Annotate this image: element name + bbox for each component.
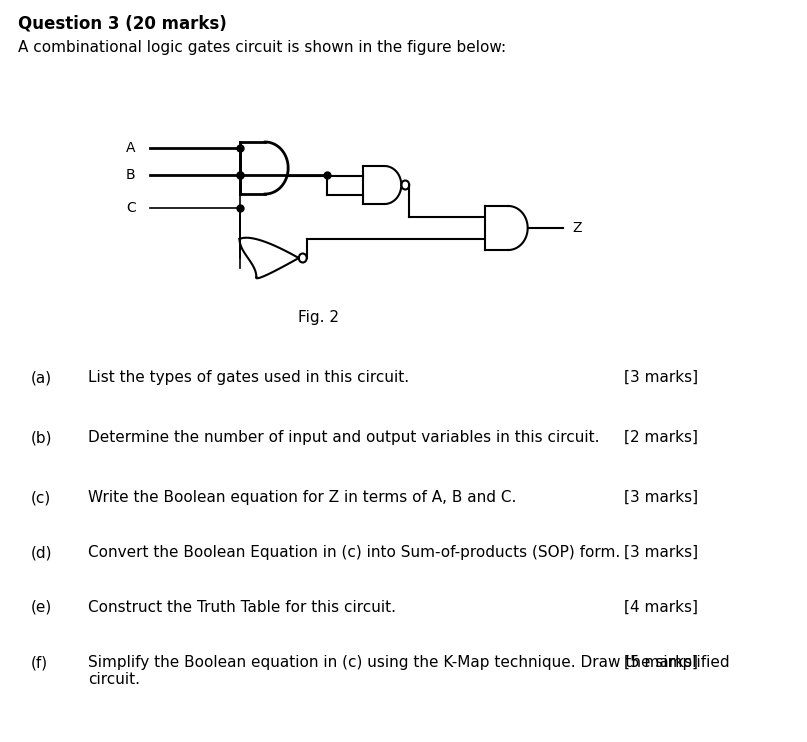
Text: List the types of gates used in this circuit.: List the types of gates used in this cir… xyxy=(89,370,409,385)
Text: Fig. 2: Fig. 2 xyxy=(298,310,339,325)
Text: Question 3 (20 marks): Question 3 (20 marks) xyxy=(18,14,227,32)
Text: B: B xyxy=(126,168,136,182)
Text: C: C xyxy=(126,201,136,215)
Text: Convert the Boolean Equation in (c) into Sum-of-products (SOP) form.: Convert the Boolean Equation in (c) into… xyxy=(89,545,621,560)
Text: Construct the Truth Table for this circuit.: Construct the Truth Table for this circu… xyxy=(89,600,396,615)
Text: [2 marks]: [2 marks] xyxy=(625,430,698,445)
Text: [5 marks]: [5 marks] xyxy=(625,655,698,670)
Text: A: A xyxy=(126,141,136,155)
Text: (d): (d) xyxy=(31,545,52,560)
Text: (a): (a) xyxy=(31,370,52,385)
Text: (e): (e) xyxy=(31,600,52,615)
Text: Z: Z xyxy=(572,221,581,235)
Text: Determine the number of input and output variables in this circuit.: Determine the number of input and output… xyxy=(89,430,600,445)
Text: Simplify the Boolean equation in (c) using the K-Map technique. Draw the simplif: Simplify the Boolean equation in (c) usi… xyxy=(89,655,730,687)
Text: (c): (c) xyxy=(31,490,51,505)
Text: (f): (f) xyxy=(31,655,48,670)
Text: Write the Boolean equation for Z in terms of A, B and C.: Write the Boolean equation for Z in term… xyxy=(89,490,516,505)
Text: [3 marks]: [3 marks] xyxy=(624,545,698,560)
Text: [3 marks]: [3 marks] xyxy=(624,370,698,385)
Text: A combinational logic gates circuit is shown in the figure below:: A combinational logic gates circuit is s… xyxy=(18,40,506,55)
Text: [3 marks]: [3 marks] xyxy=(624,490,698,505)
Text: [4 marks]: [4 marks] xyxy=(625,600,698,615)
Text: (b): (b) xyxy=(31,430,52,445)
